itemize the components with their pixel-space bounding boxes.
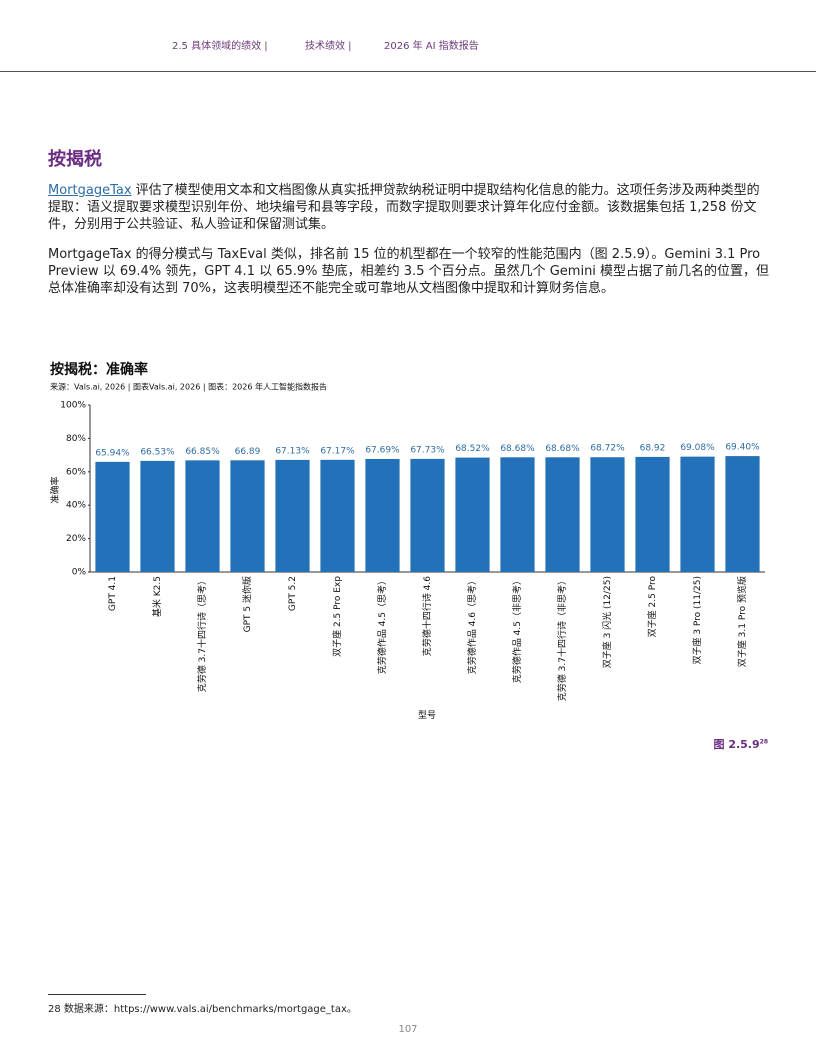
header-item: 2.5 具体领域的绩效 | [172,41,268,52]
y-tick-label: 40% [66,501,86,511]
x-tick-label: 基米 K2.5 [151,576,163,617]
bar [590,457,625,572]
y-tick-label: 0% [72,568,87,578]
header-item: 2026 年 AI 指数报告 [384,41,479,52]
bar [95,461,130,572]
footnote-rule [48,994,146,995]
value-label: 68.92 [640,443,666,453]
page-number: 107 [398,1024,418,1035]
link[interactable]: MortgageTax [48,183,132,198]
x-tick-label: 双子座 3.1 Pro 预览版 [736,576,748,667]
x-tick-label: GPT 4.1 [108,576,118,611]
value-label: 69.08% [680,443,715,453]
x-tick-label: 双子座 3 闪光 (12/25) [601,576,613,668]
value-label: 67.73% [410,445,445,455]
value-label: 68.72% [590,444,625,454]
y-axis-label: 准确率 [49,476,61,503]
x-tick-label: GPT 5 迷你版 [241,576,253,632]
bar [500,457,535,572]
value-label: 67.17% [320,446,355,456]
value-label: 68.52% [455,444,490,454]
bar [320,459,355,572]
value-label: 66.85% [185,447,220,457]
x-axis-label: 型号 [418,710,436,721]
x-tick-label: 克劳德 3.7十四行诗（非思考） [556,576,568,701]
paragraph: MortgageTax 的得分模式与 TaxEval 类似，排名前 15 位的机… [48,246,772,297]
y-tick-label: 60% [66,467,86,477]
chart: 按揭税：准确率 来源：Vals.ai, 2026 | 图表Vals.ai, 20… [49,361,765,721]
x-tick-label: 克劳德作品 4.5（非思考） [511,576,523,683]
bar [365,458,400,572]
y-tick-label: 20% [66,534,86,544]
value-label: 68.68% [545,444,580,454]
chart-title: 按揭税：准确率 [50,361,148,378]
bar [725,456,760,572]
value-label: 67.69% [365,445,400,455]
bar [455,457,490,572]
bar [635,456,670,572]
paragraph-text: MortgageTax 的得分模式与 TaxEval 类似，排名前 15 位的机… [48,247,770,296]
figure-note: 28 [759,738,768,746]
figure-label-text: 图 2.5.9 [713,738,760,751]
x-tick-label: 双子座 3 Pro (11/25) [691,576,703,665]
paragraph-text: 评估了模型使用文本和文档图像从真实抵押贷款纳税证明中提取结构化信息的能力。这项任… [48,183,760,232]
x-tick-label: 双子座 2.5 Pro Exp [331,576,343,657]
y-tick-label: 100% [60,401,86,411]
bar [545,457,580,572]
bar [230,460,265,572]
paragraph: MortgageTax 评估了模型使用文本和文档图像从真实抵押贷款纳税证明中提取… [48,182,772,233]
x-tick-label: 克劳德作品 4.5（思考） [376,576,388,674]
footnote: 28 数据来源：https://www.vals.ai/benchmarks/m… [48,1004,357,1015]
x-tick-label: 克劳德作品 4.6（思考） [466,576,478,674]
value-label: 69.40% [725,443,760,453]
bar [140,460,175,572]
figure-label: 图 2.5.928 [713,736,768,752]
section-title: 按揭税 [48,149,102,170]
x-tick-label: GPT 5.2 [288,576,298,611]
y-tick-label: 80% [66,434,86,444]
value-label: 67.13% [275,446,310,456]
value-label: 65.94% [95,448,130,458]
x-tick-label: 克劳德十四行诗 4.6 [421,576,433,656]
bar [185,460,220,572]
value-label: 66.89 [235,447,261,457]
bar [410,458,445,572]
header-item: 技术绩效 | [305,41,352,52]
x-tick-label: 克劳德 3.7十四行诗（思考） [196,576,208,692]
value-label: 68.68% [500,444,535,454]
x-tick-label: 双子座 2.5 Pro [646,576,658,638]
chart-source: 来源：Vals.ai, 2026 | 图表Vals.ai, 2026 | 图表：… [50,382,327,392]
bar [275,459,310,572]
bar [680,456,715,572]
header: 2.5 具体领域的绩效 | 技术绩效 | 2026 年 AI 指数报告 [0,37,816,72]
value-label: 66.53% [140,447,175,457]
